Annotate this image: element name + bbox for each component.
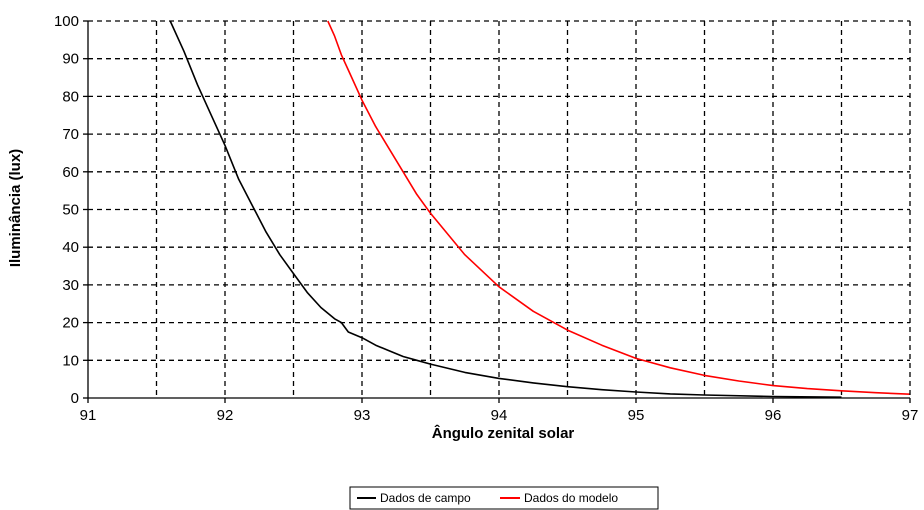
- x-tick-label: 92: [217, 407, 234, 424]
- y-tick-label: 100: [54, 13, 79, 30]
- axes: [83, 20, 911, 403]
- grid-lines: [88, 21, 910, 398]
- x-tick-label: 91: [80, 407, 97, 424]
- y-tick-label: 60: [62, 164, 79, 181]
- series-line-dados-do-modelo: [327, 20, 911, 395]
- y-tick-label: 20: [62, 315, 79, 332]
- y-tick-label: 10: [62, 352, 79, 369]
- x-tick-label: 97: [902, 407, 919, 424]
- x-tick-label: 95: [628, 407, 645, 424]
- y-tick-label: 40: [62, 239, 79, 256]
- y-tick-label: 80: [62, 88, 79, 105]
- legend: Dados de campo Dados do modelo: [349, 486, 659, 510]
- y-tick-label: 0: [71, 390, 79, 407]
- y-axis-title: Iluminância (lux): [7, 149, 24, 267]
- x-axis-title: Ângulo zenital solar: [432, 424, 575, 442]
- y-tick-label: 50: [62, 202, 79, 219]
- series-lines: [169, 20, 911, 398]
- y-tick-label: 70: [62, 126, 79, 143]
- tick-labels: 0 10 20 30 40 50 60 70 80 90 100 91 92 93 94 95 96 97: [54, 13, 918, 424]
- y-tick-label: 90: [62, 51, 79, 68]
- legend-label-dados-do-modelo: Dados do modelo: [524, 491, 618, 505]
- legend-label-dados-de-campo: Dados de campo: [380, 491, 471, 505]
- series-line-dados-de-campo: [169, 20, 842, 398]
- x-tick-label: 93: [354, 407, 371, 424]
- x-tick-label: 94: [491, 407, 508, 424]
- y-tick-label: 30: [62, 277, 79, 294]
- x-tick-label: 96: [765, 407, 782, 424]
